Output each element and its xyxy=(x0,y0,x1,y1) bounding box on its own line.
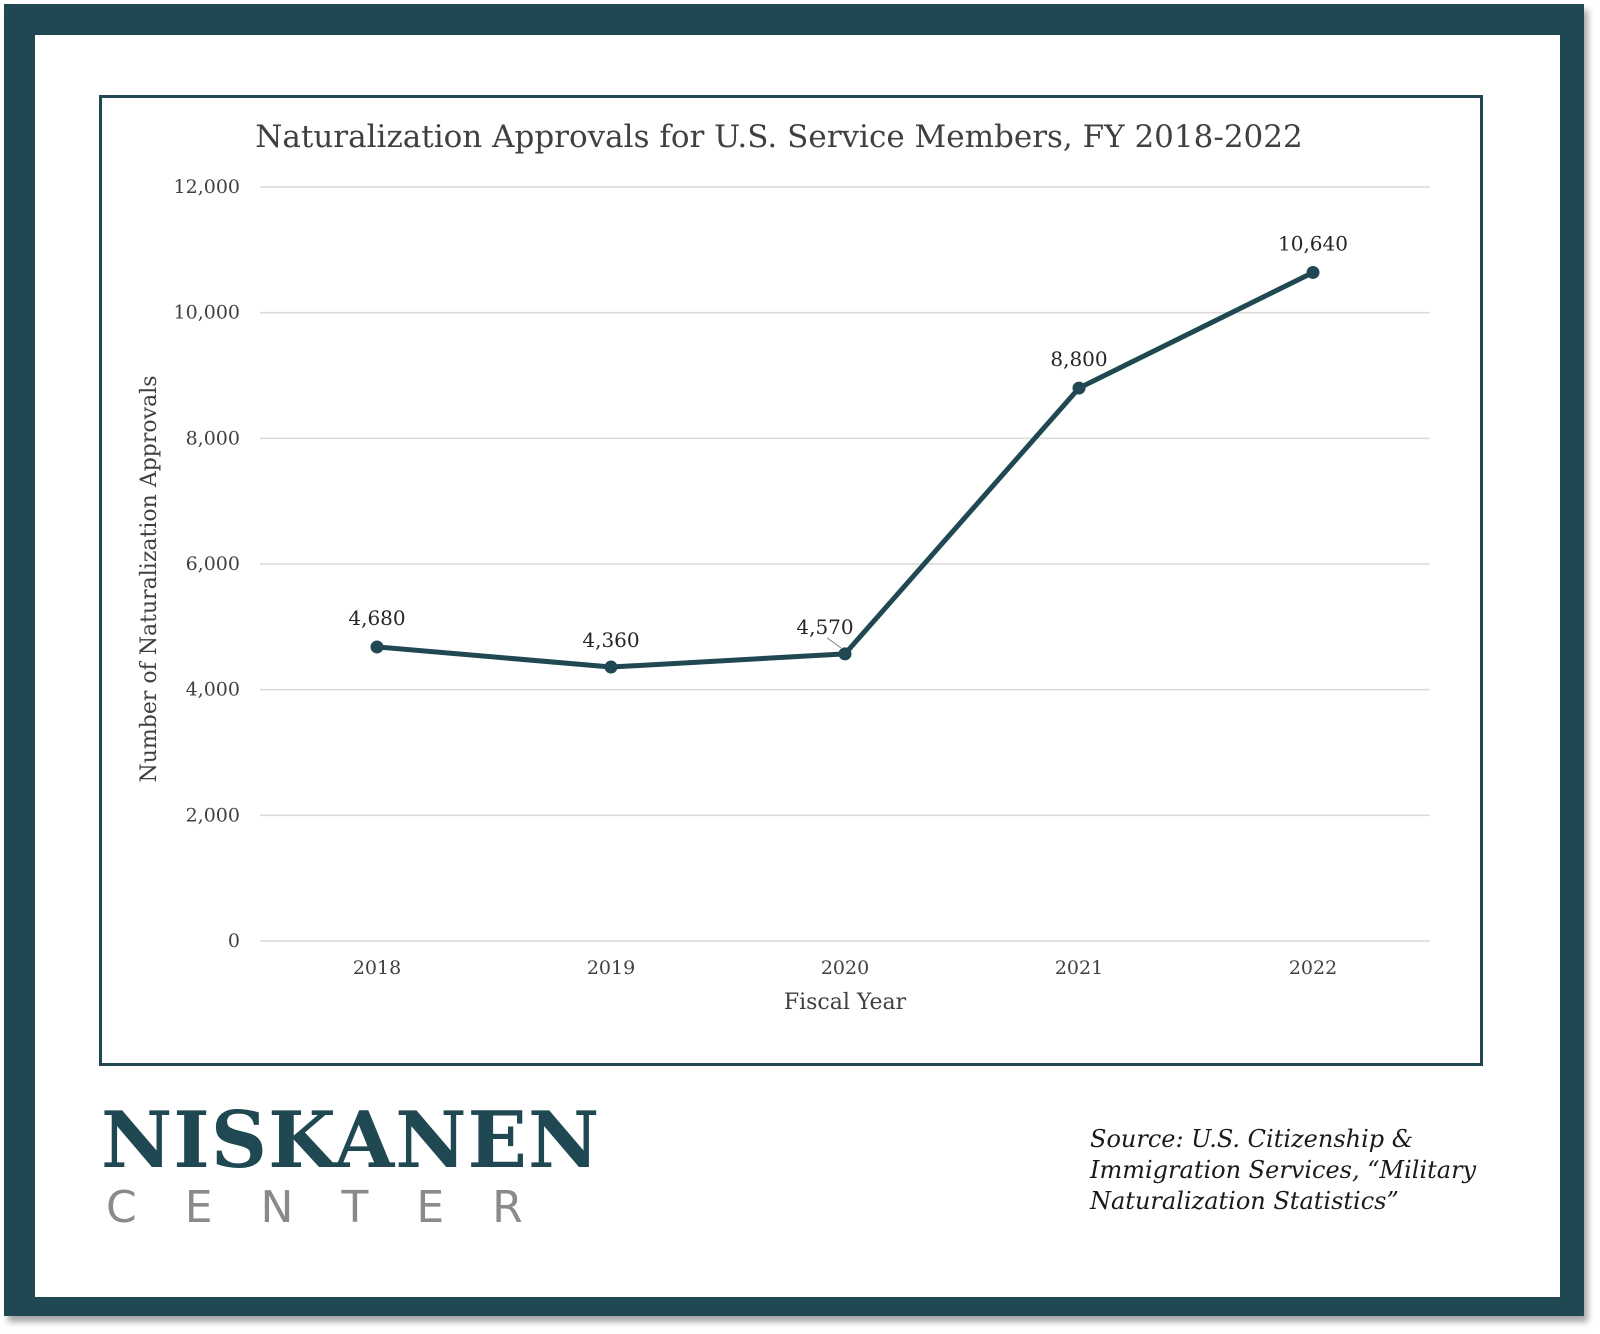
y-tick-label: 0 xyxy=(228,930,240,952)
chart-container: Naturalization Approvals for U.S. Servic… xyxy=(99,95,1483,1066)
data-label: 10,640 xyxy=(1278,231,1348,255)
x-tick-label: 2018 xyxy=(353,957,401,979)
x-tick-label: 2021 xyxy=(1055,957,1103,979)
logo-wordmark: NISKANEN xyxy=(101,1095,601,1186)
data-point xyxy=(370,640,384,654)
y-axis-title: Number of Naturalization Approvals xyxy=(137,375,162,782)
y-tick-label: 4,000 xyxy=(186,679,240,701)
chart-title: Naturalization Approvals for U.S. Servic… xyxy=(255,119,1302,155)
data-label: 8,800 xyxy=(1050,347,1107,371)
data-point xyxy=(838,647,852,661)
data-point xyxy=(1072,381,1086,395)
x-axis-title: Fiscal Year xyxy=(784,990,907,1015)
y-tick-label: 6,000 xyxy=(186,553,240,575)
data-point xyxy=(604,660,618,674)
line-chart: Naturalization Approvals for U.S. Servic… xyxy=(137,119,1430,1015)
data-label: 4,360 xyxy=(582,628,639,652)
y-tick-label: 8,000 xyxy=(186,427,240,449)
y-tick-label: 10,000 xyxy=(174,302,240,324)
y-tick-label: 12,000 xyxy=(174,176,240,198)
x-tick-label: 2020 xyxy=(821,957,869,979)
logo-subtitle: CENTER xyxy=(106,1182,571,1233)
data-label-leader xyxy=(826,637,842,649)
y-tick-label: 2,000 xyxy=(186,804,240,826)
source-note: Source: U.S. Citizenship & Immigration S… xyxy=(1090,1125,1477,1215)
series-line xyxy=(374,269,1316,670)
data-label: 4,570 xyxy=(796,615,853,639)
x-tick-label: 2019 xyxy=(587,957,635,979)
data-label: 4,680 xyxy=(348,606,405,630)
data-point xyxy=(1306,265,1320,279)
x-tick-label: 2022 xyxy=(1289,957,1337,979)
